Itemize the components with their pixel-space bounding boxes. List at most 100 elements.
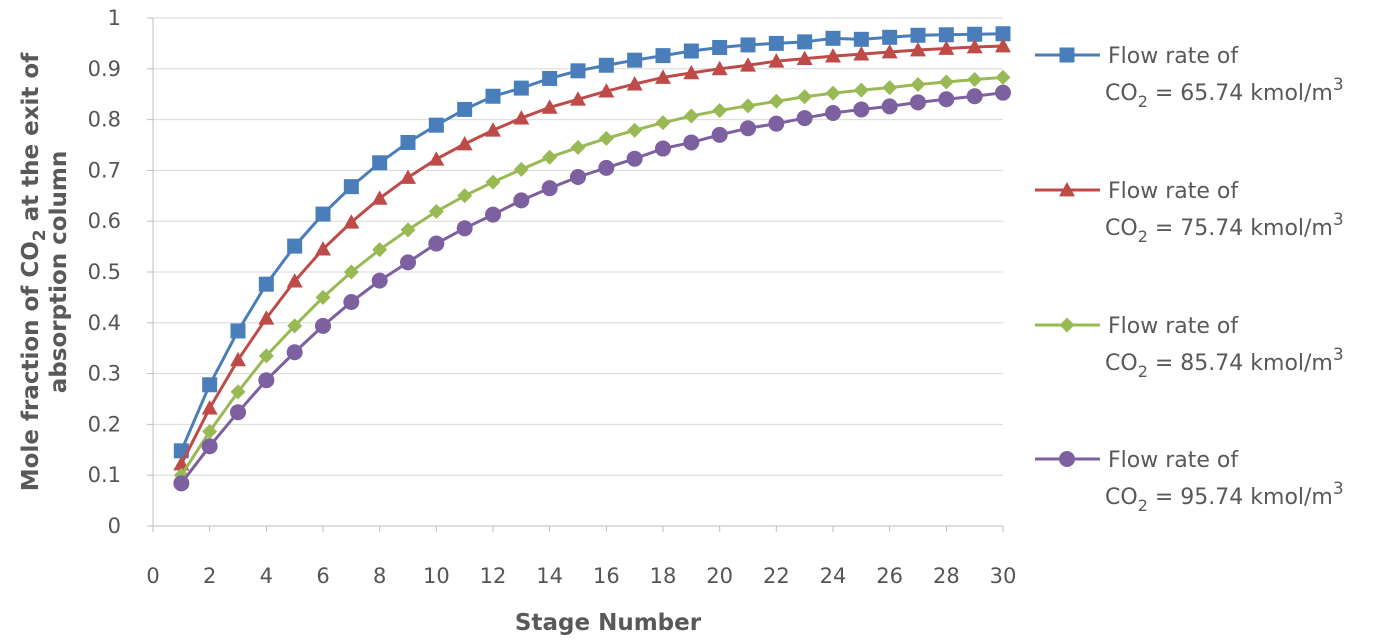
series-3 — [173, 69, 1011, 483]
data-point — [711, 60, 728, 76]
y-tick-label: 0.8 — [88, 108, 121, 132]
x-tick-label: 22 — [763, 564, 790, 588]
data-point — [457, 101, 473, 117]
data-point — [966, 88, 983, 105]
data-point — [456, 135, 473, 151]
data-point — [258, 348, 274, 364]
y-tick-label: 0.1 — [88, 463, 121, 487]
data-point — [541, 180, 558, 197]
x-tick-label: 26 — [876, 564, 903, 588]
data-point — [740, 37, 756, 53]
data-point — [230, 384, 246, 400]
data-point — [768, 35, 784, 51]
data-point — [570, 91, 586, 106]
data-point — [372, 155, 388, 171]
data-point — [910, 42, 926, 57]
data-point — [683, 108, 699, 124]
data-point — [938, 27, 954, 43]
data-point — [881, 98, 898, 115]
series-lines — [173, 26, 1011, 492]
data-point — [825, 48, 841, 63]
data-point — [768, 93, 784, 109]
data-point — [202, 424, 218, 440]
axes — [147, 17, 1004, 532]
legend-label-line1: Flow rate of — [1108, 179, 1239, 204]
x-tick-label: 12 — [480, 564, 507, 588]
data-point — [428, 204, 444, 220]
data-point — [258, 310, 275, 325]
data-point — [428, 117, 444, 133]
data-point — [938, 40, 955, 55]
y-tick-label: 0 — [108, 514, 121, 538]
data-point — [655, 69, 671, 84]
data-point — [655, 140, 671, 157]
data-point — [655, 115, 671, 131]
data-point — [315, 241, 331, 256]
data-point — [1059, 317, 1075, 333]
data-point — [797, 34, 813, 50]
data-point — [882, 80, 898, 96]
data-point — [712, 102, 728, 118]
data-point — [797, 89, 813, 105]
data-point — [683, 134, 700, 151]
data-point — [513, 110, 530, 125]
data-point — [513, 161, 529, 177]
data-point — [343, 214, 360, 229]
data-point — [315, 289, 331, 305]
legend-label-line2: CO2 = 75.74 kmol/m3 — [1105, 210, 1344, 246]
data-point — [1059, 182, 1075, 197]
data-point — [853, 101, 870, 118]
data-point — [853, 31, 869, 47]
y-tick-label: 0.5 — [88, 260, 121, 284]
data-point — [542, 70, 558, 86]
data-point — [230, 323, 246, 339]
x-tick-label: 24 — [820, 564, 847, 588]
data-point — [1059, 47, 1075, 63]
data-point — [513, 192, 530, 209]
data-point — [683, 43, 699, 59]
data-point — [541, 99, 558, 114]
data-point — [910, 77, 926, 93]
y-tick-labels: 0 0.1 0.2 0.3 0.4 0.5 0.6 0.7 0.8 0.9 1 — [88, 6, 121, 538]
data-point — [230, 351, 246, 367]
legend-label-line1: Flow rate of — [1108, 44, 1239, 69]
data-point — [683, 64, 700, 80]
y-tick-label: 0.2 — [88, 412, 121, 436]
legend-label-line1: Flow rate of — [1108, 448, 1239, 473]
x-tick-label: 18 — [650, 564, 677, 588]
data-point — [286, 273, 303, 288]
y-tick-label: 0.7 — [88, 158, 121, 182]
data-point — [995, 37, 1011, 53]
legend-entry-3: Flow rate of CO2 = 85.74 kmol/m3 — [1035, 314, 1344, 381]
data-point — [598, 57, 614, 73]
legend-label-line1: Flow rate of — [1108, 314, 1239, 339]
data-point — [258, 372, 275, 389]
gridlines — [153, 17, 1003, 476]
y-axis-title-line2: absorption column — [46, 151, 72, 393]
x-tick-label: 10 — [423, 564, 450, 588]
data-point — [287, 238, 303, 254]
data-point — [371, 190, 388, 205]
legend-entry-1: Flow rate of CO2 = 65.74 kmol/m3 — [1035, 44, 1344, 111]
legend-label-line2: CO2 = 95.74 kmol/m3 — [1105, 479, 1344, 515]
x-tick-label: 0 — [146, 564, 159, 588]
data-point — [995, 26, 1011, 42]
series-4 — [173, 84, 1011, 492]
data-point — [485, 174, 501, 190]
data-point — [626, 150, 643, 167]
data-point — [938, 74, 954, 90]
data-point — [966, 38, 983, 54]
data-point — [740, 57, 756, 72]
data-point — [428, 235, 445, 252]
data-point — [938, 91, 955, 108]
data-point — [286, 344, 303, 361]
x-tick-label: 14 — [536, 564, 563, 588]
data-point — [230, 404, 246, 421]
data-point — [995, 69, 1011, 85]
y-tick-label: 0.6 — [88, 209, 121, 233]
data-point — [570, 169, 586, 186]
data-point — [400, 134, 416, 150]
data-point — [712, 39, 728, 55]
data-point — [456, 220, 473, 237]
